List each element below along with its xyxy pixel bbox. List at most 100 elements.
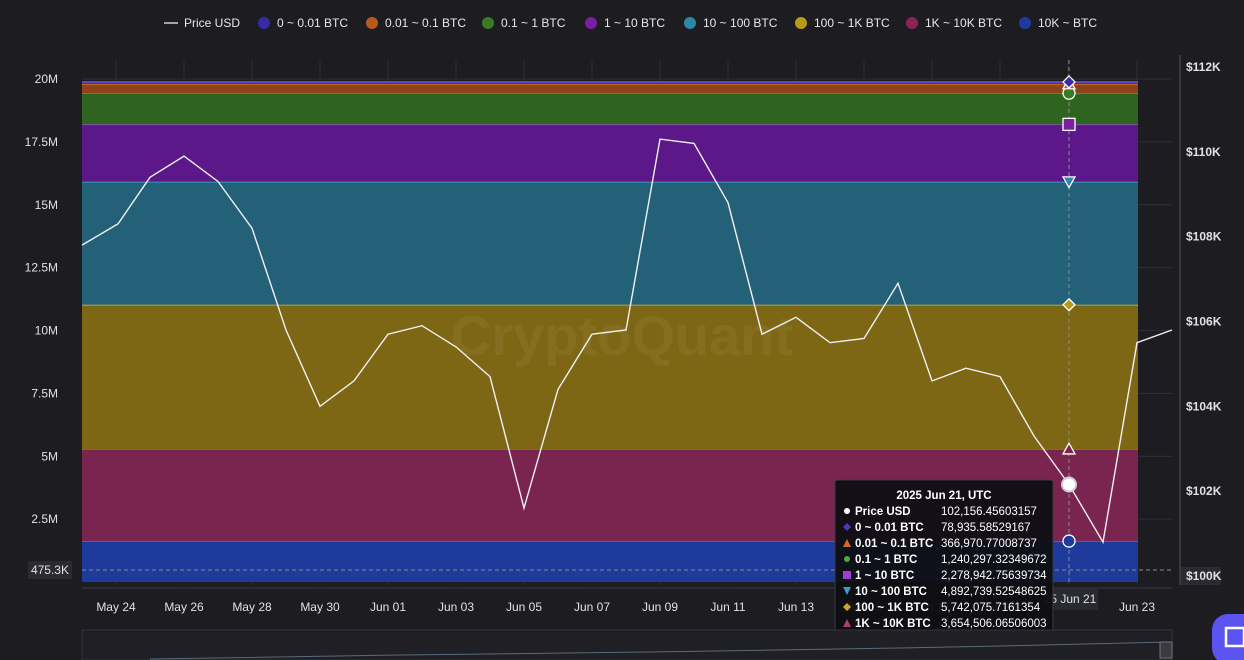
left-axis-tick-label: 12.5M <box>25 261 58 275</box>
tooltip-marker-icon <box>844 508 850 514</box>
tooltip-marker-icon <box>843 619 851 627</box>
hover-markers <box>1061 75 1077 548</box>
tooltip-row-label: 100 ~ 1K BTC <box>855 602 929 614</box>
legend-dot-icon <box>1019 17 1031 29</box>
left-axis-value-badge <box>28 561 72 580</box>
left-axis-tick-label: 17.5M <box>25 135 58 149</box>
legend-item[interactable]: 1K ~ 10K BTC <box>906 16 1002 30</box>
tooltip-marker-icon <box>843 571 851 579</box>
tooltip-row-label: 0.1 ~ 1 BTC <box>855 554 917 566</box>
watermark: CryptoQuant <box>451 304 793 367</box>
x-axis-tick-label: Jun 03 <box>438 600 474 614</box>
left-axis-marker-label: 475.3K <box>31 563 69 577</box>
tooltip-title: 2025 Jun 21, UTC <box>896 490 991 502</box>
hover-marker <box>1062 297 1076 312</box>
left-axis-tick-label: 5M <box>41 449 58 463</box>
tooltip-row-value: 2,278,942.75639734 <box>941 570 1047 582</box>
x-axis-tick-label: May 24 <box>96 600 136 614</box>
band-area <box>82 181 1138 305</box>
tooltip-marker-icon <box>843 539 851 547</box>
navigator-handle[interactable] <box>1159 641 1173 659</box>
x-axis-tick-label: May 30 <box>300 600 340 614</box>
x-axis-tick-label: 25 Jun 21 <box>1044 592 1097 606</box>
chat-icon <box>1224 626 1244 648</box>
left-axis-tick-label: 7.5M <box>31 386 58 400</box>
tooltip-row-value: 3,654,506.06506003 <box>941 618 1047 630</box>
legend-dot-icon <box>684 17 696 29</box>
legend-dot-icon <box>906 17 918 29</box>
legend-item[interactable]: Price USD <box>164 16 240 30</box>
band-area <box>82 124 1138 182</box>
hover-marker <box>1061 176 1077 190</box>
x-axis-tick-label: May 26 <box>164 600 204 614</box>
tooltip-row-value: 4,892,739.52548625 <box>941 586 1047 598</box>
legend-label: 10 ~ 100 BTC <box>703 16 778 30</box>
x-axis-tick-label: Jun 07 <box>574 600 610 614</box>
price-hover-marker <box>1061 476 1077 493</box>
legend-label: 0.01 ~ 0.1 BTC <box>385 16 466 30</box>
x-axis-tick-label: Jun 23 <box>1119 600 1155 614</box>
band-area <box>82 93 1138 125</box>
crosshair <box>82 60 1172 585</box>
left-axis-tick-label: 20M <box>35 72 58 86</box>
legend-label: Price USD <box>184 16 240 30</box>
chat-widget-button[interactable] <box>1212 614 1244 660</box>
tooltip: 2025 Jun 21, UTC Price USD 102,156.4560315… <box>834 479 1054 657</box>
hover-marker <box>1061 441 1077 455</box>
legend[interactable]: Price USD 0 ~ 0.01 BTC 0.01 ~ 0.1 BTC 0.1 ~… <box>164 16 1097 30</box>
range-navigator[interactable] <box>81 629 1173 660</box>
tooltip-marker-icon <box>844 556 850 562</box>
legend-label: 10K ~ BTC <box>1038 16 1097 30</box>
band-area <box>82 81 1138 84</box>
tooltip-row-label: 1 ~ 10 BTC <box>855 570 914 582</box>
band-area <box>82 304 1138 450</box>
tooltip-row-label: 0.01 ~ 0.1 BTC <box>855 538 933 550</box>
legend-dot-icon <box>482 17 494 29</box>
legend-label: 0.1 ~ 1 BTC <box>501 16 566 30</box>
right-axis-tick-label: $100K <box>1186 569 1222 583</box>
x-axis-tick-label: May 28 <box>232 600 272 614</box>
right-axis-tick-label: $104K <box>1186 399 1222 413</box>
navigator-track[interactable] <box>81 629 1173 660</box>
left-axis-tick-label: 10M <box>35 324 58 338</box>
legend-label: 1K ~ 10K BTC <box>925 16 1002 30</box>
right-axis-value-badge <box>1181 567 1221 585</box>
tooltip-row-value: 78,935.58529167 <box>941 522 1031 534</box>
chat-button-background[interactable] <box>1212 614 1244 660</box>
legend-label: 100 ~ 1K BTC <box>814 16 890 30</box>
right-axis-tick-label: $102K <box>1186 484 1222 498</box>
legend-item[interactable]: 0.01 ~ 0.1 BTC <box>366 16 466 30</box>
x-axis-tick-label: Jun 05 <box>506 600 542 614</box>
right-axis-tick-label: $112K <box>1186 60 1221 74</box>
tooltip-row-label: 10 ~ 100 BTC <box>855 586 927 598</box>
price-usd-line <box>81 138 1173 545</box>
tooltip-row-label: 1K ~ 10K BTC <box>855 618 931 630</box>
legend-item[interactable]: 10K ~ BTC <box>1019 16 1097 30</box>
hover-marker <box>1062 534 1076 548</box>
navigator-series <box>149 641 1173 660</box>
price-line <box>81 138 1173 545</box>
hover-marker <box>1062 75 1076 89</box>
legend-item[interactable]: 1 ~ 10 BTC <box>585 16 665 30</box>
x-axis-tick-label: Jun 01 <box>370 600 406 614</box>
legend-item[interactable]: 10 ~ 100 BTC <box>684 16 778 30</box>
hover-marker <box>1062 117 1076 132</box>
tooltip-row-label: Price USD <box>855 506 911 518</box>
x-axis-tick-label: Jun 13 <box>778 600 814 614</box>
legend-label: 1 ~ 10 BTC <box>604 16 665 30</box>
tooltip-marker-icon <box>843 523 851 531</box>
tooltip-row-label: 0 ~ 0.01 BTC <box>855 522 924 534</box>
tooltip-row-value: 102,156.45603157 <box>941 506 1037 518</box>
legend-dot-icon <box>585 17 597 29</box>
legend-item[interactable]: 0 ~ 0.01 BTC <box>258 16 348 30</box>
legend-item[interactable]: 0.1 ~ 1 BTC <box>482 16 566 30</box>
tooltip-row-value: 5,742,075.7161354 <box>941 602 1041 614</box>
tooltip-marker-icon <box>843 603 851 611</box>
x-axis-tick-label: Jun 09 <box>642 600 678 614</box>
right-axis-tick-label: $108K <box>1186 230 1222 244</box>
stacked-bands <box>82 81 1138 582</box>
right-axis-tick-label: $110K <box>1186 145 1221 159</box>
band-area <box>82 83 1138 94</box>
legend-item[interactable]: 100 ~ 1K BTC <box>795 16 890 30</box>
